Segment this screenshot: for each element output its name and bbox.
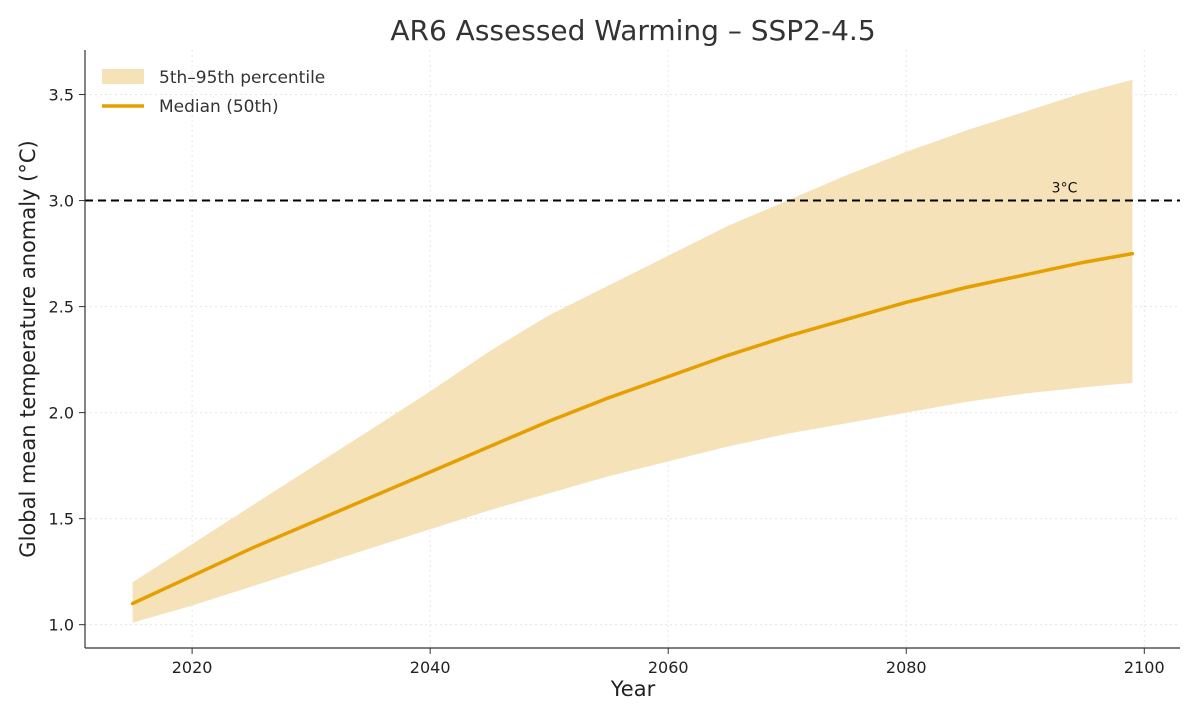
x-axis-label: Year bbox=[610, 677, 656, 701]
x-tick-label: 2080 bbox=[886, 658, 927, 677]
median-line bbox=[130, 251, 1135, 606]
legend-median-label: Median (50th) bbox=[159, 97, 279, 117]
y-ticks: 1.0 1.5 2.0 2.5 3.0 3.5 bbox=[49, 86, 85, 635]
x-ticks: 2020 2040 2060 2080 2100 bbox=[172, 648, 1165, 677]
x-tick-label: 2020 bbox=[172, 658, 213, 677]
reference-line-label: 3°C bbox=[1052, 181, 1078, 197]
axes bbox=[84, 50, 1180, 649]
y-tick-label: 2.0 bbox=[49, 404, 74, 423]
percentile-band bbox=[132, 79, 1133, 623]
y-tick-label: 3.0 bbox=[49, 192, 74, 211]
median-line-group bbox=[130, 251, 1135, 606]
x-tick-label: 2060 bbox=[648, 658, 689, 677]
y-tick-label: 3.5 bbox=[49, 86, 74, 105]
y-tick-label: 1.5 bbox=[49, 510, 74, 529]
x-tick-label: 2040 bbox=[410, 658, 451, 677]
y-axis-label: Global mean temperature anomaly (°C) bbox=[16, 140, 40, 557]
legend-band-label: 5th–95th percentile bbox=[159, 68, 325, 88]
y-tick-label: 1.0 bbox=[49, 616, 74, 635]
y-tick-label: 2.5 bbox=[49, 298, 74, 317]
chart-title: AR6 Assessed Warming – SSP2-4.5 bbox=[390, 14, 875, 47]
legend: 5th–95th percentile Median (50th) bbox=[102, 68, 325, 117]
percentile-band-area bbox=[132, 79, 1133, 623]
x-tick-label: 2100 bbox=[1124, 658, 1165, 677]
legend-band-swatch bbox=[102, 69, 144, 84]
